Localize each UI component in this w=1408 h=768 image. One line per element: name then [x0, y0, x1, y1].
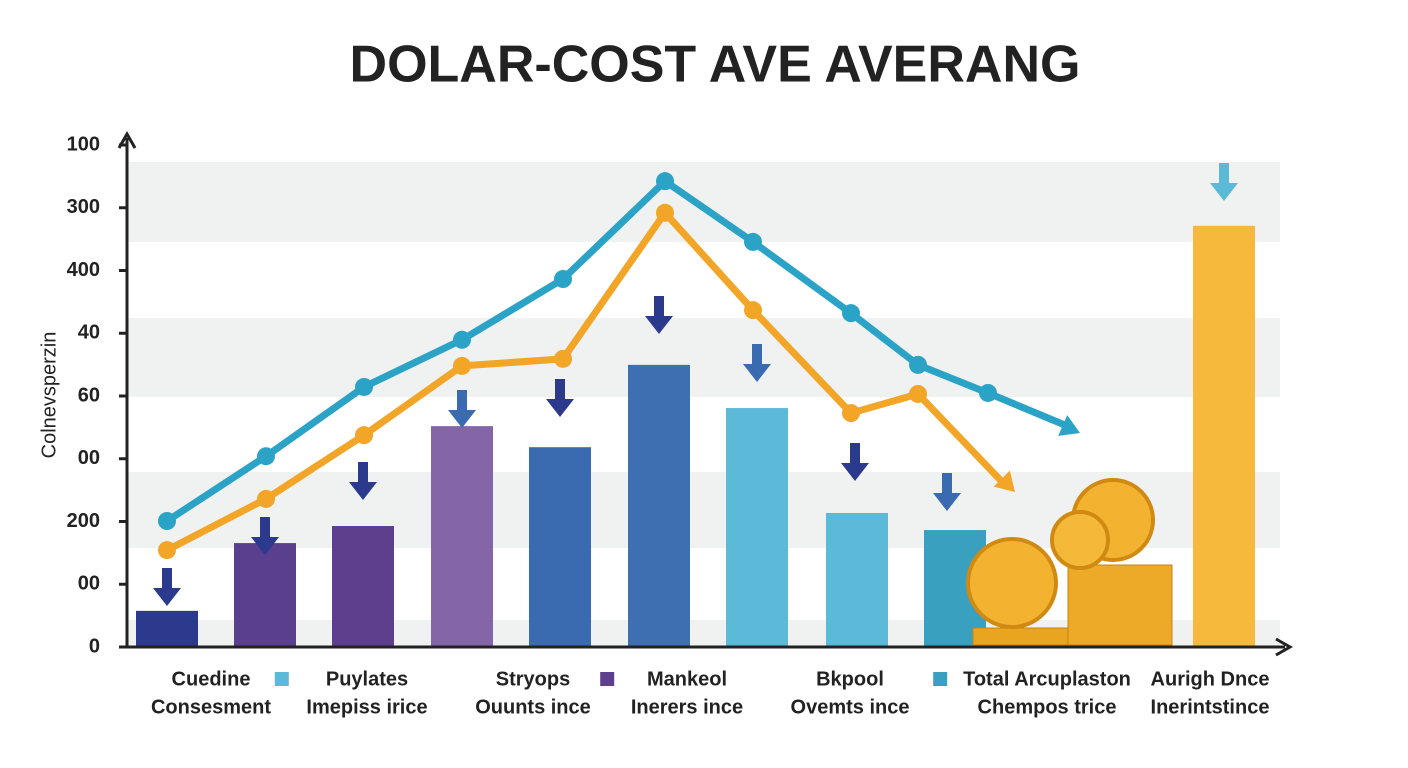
legend-swatch: [274, 672, 289, 686]
x-label: Inerintstince: [1151, 696, 1270, 718]
x-label: Stryops: [496, 668, 570, 690]
arrow-icon: [841, 443, 869, 481]
line-point: [158, 541, 176, 560]
y-tick-label: 0: [89, 635, 100, 657]
line-point: [453, 330, 471, 349]
y-tick-label: 40: [78, 322, 100, 344]
chart-title: DOLAR-COST AVE AVERANG: [350, 36, 1081, 94]
trend-arrow: [986, 389, 1074, 432]
line-point: [554, 349, 572, 368]
line-point: [355, 377, 373, 396]
arrow-icon: [645, 296, 673, 334]
x-label: Total Arcuplaston: [963, 668, 1131, 690]
y-axis-label: Colnevsperzin: [38, 332, 60, 459]
y-tick-label: 60: [78, 384, 100, 406]
x-label: Ovemts ince: [791, 696, 910, 718]
line-point: [257, 489, 275, 508]
line-point: [909, 355, 927, 374]
y-tick-label: 100: [67, 133, 100, 155]
line-point: [842, 404, 860, 423]
y-tick-label: 00: [78, 447, 100, 469]
y-tick-label: 400: [67, 259, 100, 281]
bar: [332, 526, 394, 647]
bar: [628, 364, 690, 647]
coins: [966, 478, 1173, 646]
bar: [726, 408, 788, 647]
line: [165, 177, 990, 524]
x-label: Mankeol: [647, 668, 727, 690]
arrow-head: [1058, 415, 1080, 436]
y-tick-label: 200: [67, 510, 100, 532]
line-point: [842, 304, 860, 323]
trend-arrow: [915, 391, 1010, 490]
x-label: Puylates: [326, 668, 408, 690]
y-tick-label: 300: [67, 196, 100, 218]
line-point: [554, 270, 572, 289]
x-label: Aurigh Dnce: [1151, 668, 1270, 690]
x-label: Ouunts ince: [475, 696, 591, 718]
line-point: [744, 232, 762, 251]
arrow-head: [993, 470, 1015, 492]
line-point: [744, 301, 762, 320]
x-label: Cuedine: [172, 668, 251, 690]
arrow-icon: [1210, 163, 1238, 201]
line-point: [909, 384, 927, 403]
bar: [529, 447, 591, 647]
bar: [1193, 225, 1255, 647]
arrow-icon: [743, 344, 771, 382]
arrow-icon: [546, 379, 574, 417]
x-label: Inerers ince: [631, 696, 743, 718]
line-point: [158, 511, 176, 530]
bar: [826, 512, 888, 647]
coin: [1050, 510, 1110, 570]
band: [128, 162, 1280, 242]
band: [128, 318, 1280, 397]
x-label: Bkpool: [816, 668, 884, 690]
bar: [136, 610, 198, 647]
line-point: [453, 356, 471, 375]
axis-arrow: [1275, 637, 1294, 657]
axis-arrow: [117, 130, 137, 149]
x-label: Imepiss irice: [306, 696, 427, 718]
line-point: [355, 426, 373, 445]
arrow-icon: [251, 517, 279, 555]
arrow-icon: [349, 462, 377, 500]
line-point: [656, 172, 674, 191]
x-label: Chempos trice: [978, 696, 1117, 718]
arrow-icon: [448, 390, 476, 428]
bar: [431, 426, 493, 647]
y-tick-label: 00: [78, 573, 100, 595]
line-point: [257, 447, 275, 466]
legend-swatch: [933, 672, 948, 686]
coin-stack: [1067, 564, 1173, 646]
arrow-icon: [153, 568, 181, 606]
bar: [234, 543, 296, 647]
line-point: [656, 203, 674, 222]
line-point: [979, 383, 997, 402]
axes: [117, 130, 1294, 657]
coin: [966, 537, 1058, 629]
arrow-icon: [933, 473, 961, 511]
coin-stack: [972, 627, 1074, 646]
x-label: Consesment: [151, 696, 271, 718]
legend-swatch: [600, 672, 615, 686]
